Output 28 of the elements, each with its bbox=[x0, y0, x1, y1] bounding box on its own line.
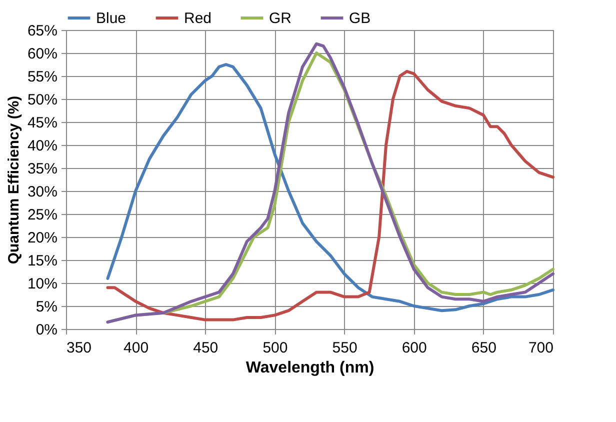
y-tick-label: 45% bbox=[27, 114, 58, 132]
x-tick-label: 650 bbox=[471, 340, 496, 356]
y-tick-label: 55% bbox=[27, 68, 58, 86]
y-tick-label: 5% bbox=[36, 298, 58, 316]
y-tick-label: 30% bbox=[27, 184, 58, 200]
y-tick-label: 20% bbox=[27, 230, 58, 246]
y-tick-label: 40% bbox=[27, 138, 58, 154]
y-tick-label: 25% bbox=[27, 206, 58, 224]
legend-label: GR bbox=[269, 10, 292, 27]
legend-label: GB bbox=[349, 10, 371, 27]
x-axis-title: Wavelength (nm) bbox=[246, 360, 374, 376]
y-tick-label: 15% bbox=[27, 252, 58, 270]
x-tick-label: 500 bbox=[262, 340, 288, 356]
y-tick-label: 65% bbox=[27, 22, 58, 40]
y-tick-label: 0% bbox=[36, 322, 58, 338]
x-tick-label: 450 bbox=[193, 340, 218, 356]
x-tick-label: 550 bbox=[332, 340, 358, 356]
y-tick-label: 10% bbox=[27, 276, 58, 292]
y-axis-title: Quantum Efficiency (%) bbox=[5, 96, 22, 264]
legend-label: Blue bbox=[96, 10, 126, 27]
y-tick-label: 50% bbox=[27, 92, 58, 108]
legend-label: Red bbox=[184, 10, 212, 27]
x-tick-label: 400 bbox=[124, 340, 149, 356]
x-tick-label: 600 bbox=[402, 340, 427, 356]
y-tick-label: 60% bbox=[27, 46, 58, 62]
x-tick-label: 700 bbox=[528, 340, 554, 356]
x-tick-label: 350 bbox=[66, 340, 92, 356]
y-tick-label: 35% bbox=[27, 160, 58, 178]
